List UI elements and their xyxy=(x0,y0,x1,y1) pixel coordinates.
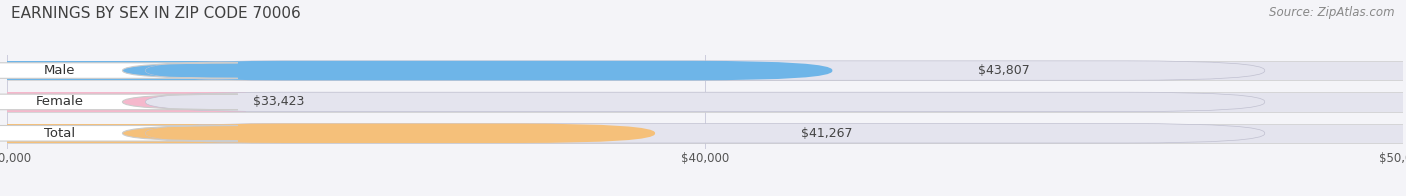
FancyBboxPatch shape xyxy=(146,92,1264,112)
Text: $41,267: $41,267 xyxy=(800,127,852,140)
FancyBboxPatch shape xyxy=(0,125,238,141)
Bar xyxy=(7,92,246,112)
FancyBboxPatch shape xyxy=(146,61,832,80)
Text: Total: Total xyxy=(44,127,75,140)
Bar xyxy=(7,92,1403,112)
Text: Male: Male xyxy=(44,64,75,77)
FancyBboxPatch shape xyxy=(146,123,1264,143)
FancyBboxPatch shape xyxy=(146,123,655,143)
Bar xyxy=(7,123,793,143)
Text: Female: Female xyxy=(35,95,83,108)
Bar xyxy=(7,61,972,80)
FancyBboxPatch shape xyxy=(0,63,238,78)
FancyBboxPatch shape xyxy=(0,94,238,110)
Text: $43,807: $43,807 xyxy=(977,64,1029,77)
Text: Source: ZipAtlas.com: Source: ZipAtlas.com xyxy=(1270,6,1395,19)
Bar xyxy=(7,123,1403,143)
Text: $33,423: $33,423 xyxy=(253,95,304,108)
FancyBboxPatch shape xyxy=(146,61,1264,80)
Bar xyxy=(7,61,1403,80)
Text: EARNINGS BY SEX IN ZIP CODE 70006: EARNINGS BY SEX IN ZIP CODE 70006 xyxy=(11,6,301,21)
